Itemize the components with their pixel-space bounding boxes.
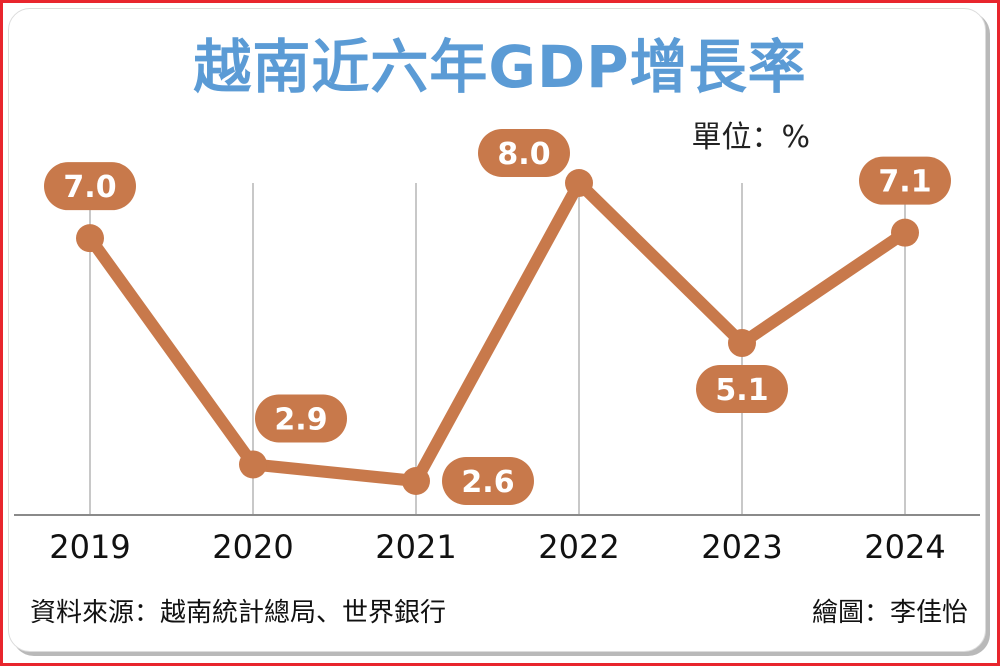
- data-label: 7.0: [63, 170, 116, 205]
- data-label-bubble: [478, 129, 570, 177]
- data-label-bubble: [442, 457, 534, 505]
- data-labels: 7.0 2.9 2.6 8.0 5.1 7.1: [44, 129, 951, 505]
- series-line-group: [84, 177, 911, 487]
- data-label-bubble: [859, 156, 951, 205]
- data-label: 5.1: [715, 373, 768, 408]
- x-tick-label: 2021: [375, 528, 456, 566]
- data-points: [76, 169, 919, 495]
- data-label-bubble: [696, 365, 788, 414]
- data-point: [239, 450, 267, 479]
- x-tick-label: 2024: [864, 528, 945, 566]
- data-label-bubble: [255, 394, 347, 443]
- data-point: [565, 169, 593, 197]
- x-tick-labels: 2019 2020 2021 2022 2023 2024: [49, 528, 945, 566]
- x-tick-label: 2022: [538, 528, 619, 566]
- data-label: 8.0: [497, 137, 550, 172]
- data-point: [728, 329, 756, 358]
- data-point: [76, 224, 104, 253]
- data-label: 7.1: [878, 165, 931, 200]
- source-note: 資料來源：越南統計總局、世界銀行: [30, 598, 447, 628]
- credit-note: 繪圖：李佳怡: [811, 598, 968, 628]
- series-line: [84, 177, 911, 487]
- x-tick-label: 2020: [212, 528, 293, 566]
- x-tick-label: 2023: [701, 528, 782, 566]
- data-point: [402, 467, 430, 495]
- data-label-bubble: [44, 162, 136, 211]
- unit-label: 單位：%: [691, 120, 810, 155]
- data-label: 2.9: [274, 402, 327, 437]
- data-point: [891, 218, 919, 247]
- chart-title: 越南近六年GDP增長率: [193, 33, 807, 101]
- x-tick-label: 2019: [49, 528, 130, 566]
- data-label: 2.6: [461, 465, 514, 500]
